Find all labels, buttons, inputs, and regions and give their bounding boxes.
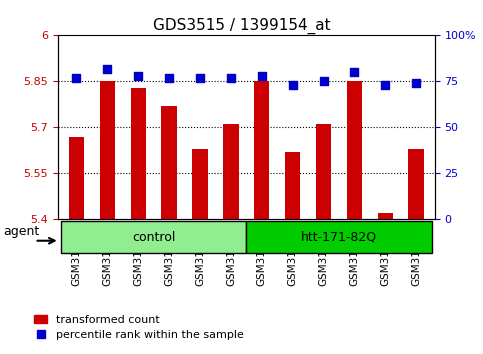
Text: GDS3515 / 1399154_at: GDS3515 / 1399154_at <box>153 18 330 34</box>
Point <box>320 79 327 84</box>
Bar <box>347 81 362 219</box>
Bar <box>161 106 177 219</box>
Text: htt-171-82Q: htt-171-82Q <box>301 231 377 244</box>
Bar <box>69 137 84 219</box>
FancyBboxPatch shape <box>246 221 432 253</box>
Point <box>412 80 420 86</box>
Point <box>227 75 235 81</box>
Legend: transformed count, percentile rank within the sample: transformed count, percentile rank withi… <box>30 310 249 345</box>
Bar <box>378 213 393 219</box>
Bar <box>192 149 208 219</box>
Text: control: control <box>132 231 175 244</box>
Bar <box>316 124 331 219</box>
Point <box>258 73 266 79</box>
Point <box>196 75 204 81</box>
Bar <box>285 152 300 219</box>
Bar <box>409 149 424 219</box>
Point <box>72 75 80 81</box>
Point <box>165 75 173 81</box>
Bar <box>223 124 239 219</box>
Bar <box>130 87 146 219</box>
Bar <box>254 81 270 219</box>
Bar <box>99 81 115 219</box>
Point <box>134 73 142 79</box>
Point <box>289 82 297 88</box>
Point <box>103 66 111 72</box>
Point <box>351 69 358 75</box>
Text: agent: agent <box>3 225 40 238</box>
FancyBboxPatch shape <box>61 221 246 253</box>
Point <box>382 82 389 88</box>
